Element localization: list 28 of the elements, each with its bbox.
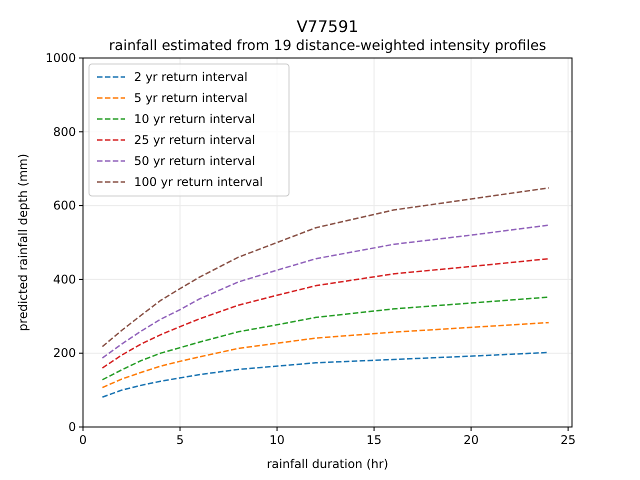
legend-label: 50 yr return interval <box>134 154 256 168</box>
line-series <box>102 187 550 348</box>
y-tick-label: 0 <box>68 420 76 434</box>
line-series <box>102 322 550 388</box>
x-axis-title: rainfall duration (hr) <box>266 457 388 471</box>
x-tick-label: 5 <box>176 433 184 447</box>
y-tick-label: 1000 <box>45 51 76 65</box>
x-tick-label: 15 <box>366 433 382 447</box>
legend-label: 5 yr return interval <box>134 91 248 105</box>
y-tick-label: 200 <box>53 346 76 360</box>
line-series <box>102 258 550 369</box>
line-series <box>102 352 550 398</box>
x-tick-label: 25 <box>560 433 576 447</box>
chart-subtitle: rainfall estimated from 19 distance-weighted intensity profiles <box>108 38 546 54</box>
x-tick-label: 0 <box>79 433 87 447</box>
legend-label: 10 yr return interval <box>134 112 256 126</box>
legend-label: 25 yr return interval <box>134 133 256 147</box>
y-axis-title: predicted rainfall depth (mm) <box>16 154 30 332</box>
legend-label: 2 yr return interval <box>134 70 248 84</box>
y-tick-label: 400 <box>53 272 76 286</box>
line-series <box>102 224 550 359</box>
y-tick-label: 600 <box>53 198 76 213</box>
legend-label: 100 yr return interval <box>134 175 263 189</box>
x-tick-label: 20 <box>463 433 479 447</box>
y-tick-label: 800 <box>53 124 76 139</box>
x-tick-label: 10 <box>269 433 285 447</box>
line-series <box>102 296 550 381</box>
chart-title: V77591 <box>296 17 358 36</box>
